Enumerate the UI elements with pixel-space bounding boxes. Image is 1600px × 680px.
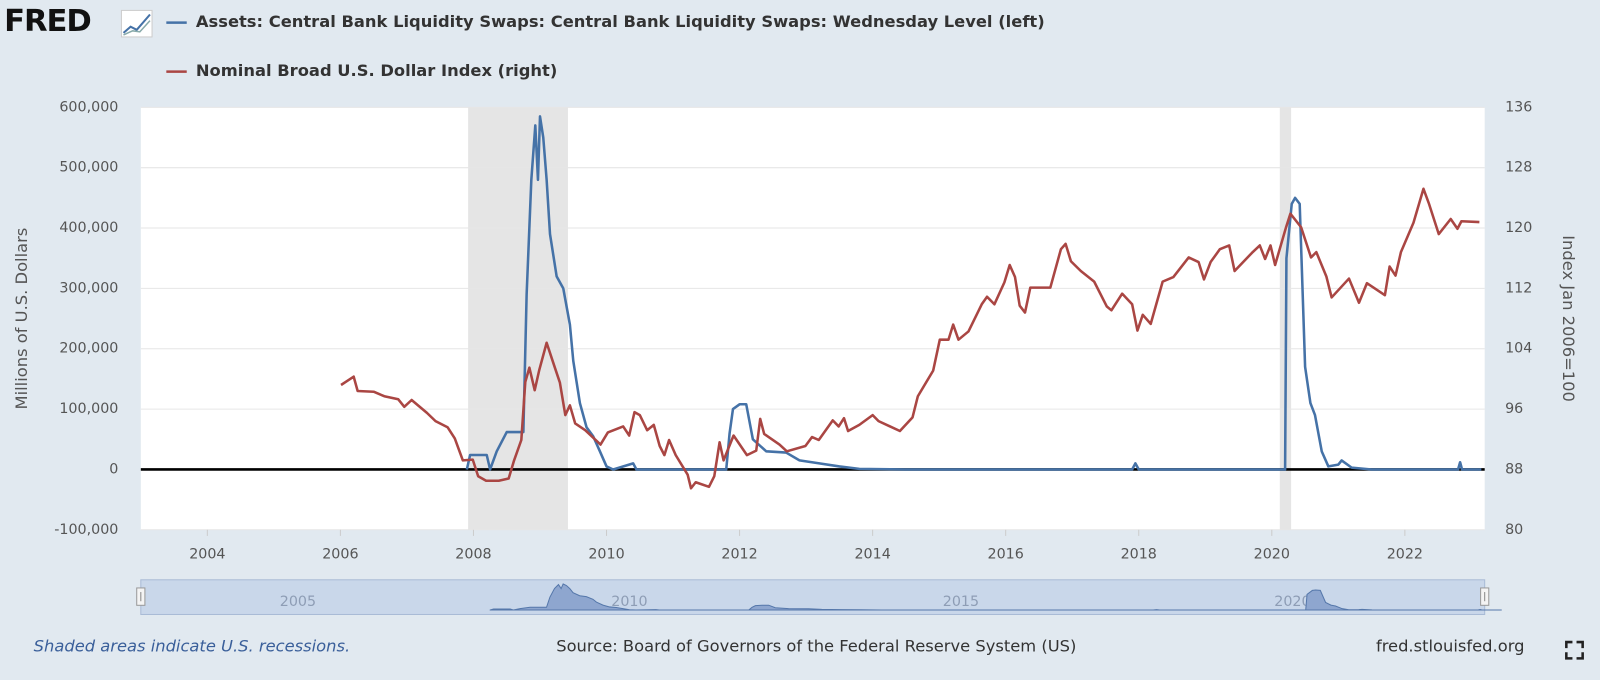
y-tick-label: 100,000	[59, 401, 118, 417]
x-tick-label: 2004	[189, 546, 225, 562]
navigator-handle[interactable]	[1480, 587, 1490, 606]
y2-tick-label: 120	[1505, 220, 1532, 236]
y-tick-label: 300,000	[59, 280, 118, 296]
y2-tick-label: 104	[1505, 341, 1532, 357]
x-tick-label: 2006	[322, 546, 358, 562]
fullscreen-icon[interactable]	[1565, 640, 1584, 660]
y2-tick-label: 112	[1505, 280, 1532, 296]
source: Source: Board of Governors of the Federa…	[556, 637, 1076, 656]
x-tick-label: 2014	[854, 546, 890, 562]
y-tick-label: 400,000	[59, 220, 118, 236]
navigator-tick-label: 2020	[1274, 594, 1310, 610]
navigator-area	[489, 583, 1502, 611]
series-line	[340, 187, 1480, 490]
x-tick-label: 2008	[455, 546, 491, 562]
legend-label: Assets: Central Bank Liquidity Swaps: Ce…	[196, 12, 1045, 31]
x-tick-label: 2016	[988, 546, 1024, 562]
recession-band	[468, 107, 568, 530]
y-tick-label: 0	[109, 461, 118, 477]
y2-tick-label: 136	[1505, 99, 1532, 115]
site-link[interactable]: fred.stlouisfed.org	[1376, 637, 1525, 656]
x-tick-label: 2010	[588, 546, 624, 562]
series-line	[465, 115, 1482, 471]
navigator-tick-label: 2015	[943, 594, 979, 610]
logo: FRED	[4, 4, 91, 39]
y-tick-label: 200,000	[59, 341, 118, 357]
y-tick-label: -100,000	[54, 522, 118, 538]
plot-area	[140, 107, 1485, 530]
x-tick-label: 2022	[1387, 546, 1423, 562]
x-tick-label: 2012	[721, 546, 757, 562]
y2-tick-label: 80	[1505, 522, 1523, 538]
navigator-tick-label: 2010	[611, 594, 647, 610]
x-tick-label: 2020	[1254, 546, 1290, 562]
navigator-handle[interactable]	[136, 587, 146, 606]
logo-icon	[120, 9, 153, 38]
y2-tick-label: 96	[1505, 401, 1523, 417]
y-axis-label: Millions of U.S. Dollars	[12, 228, 31, 410]
y-tick-label: 600,000	[59, 99, 118, 115]
recession-note: Shaded areas indicate U.S. recessions.	[34, 637, 351, 656]
legend-label: Nominal Broad U.S. Dollar Index (right)	[196, 61, 557, 80]
navigator-tick-label: 2005	[280, 594, 316, 610]
y2-axis-label: Index Jan 2006=100	[1559, 235, 1578, 402]
x-tick-label: 2018	[1121, 546, 1157, 562]
y2-tick-label: 88	[1505, 461, 1523, 477]
y-tick-label: 500,000	[59, 160, 118, 176]
y2-tick-label: 128	[1505, 160, 1532, 176]
